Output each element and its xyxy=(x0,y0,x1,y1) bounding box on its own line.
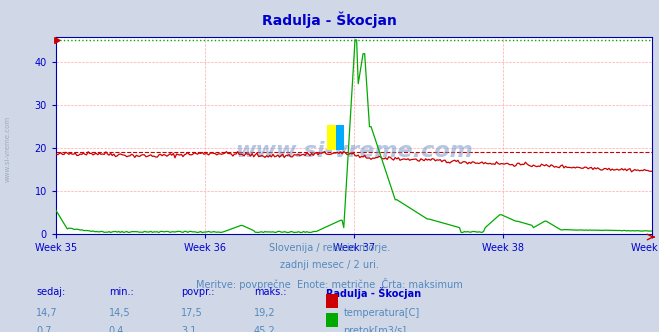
Text: maks.:: maks.: xyxy=(254,287,286,297)
Text: sedaj:: sedaj: xyxy=(36,287,65,297)
Text: www.si-vreme.com: www.si-vreme.com xyxy=(5,116,11,183)
Text: 14,7: 14,7 xyxy=(36,308,58,318)
Bar xyxy=(335,124,344,150)
Text: Meritve: povprečne  Enote: metrične  Črta: maksimum: Meritve: povprečne Enote: metrične Črta:… xyxy=(196,278,463,290)
Text: 19,2: 19,2 xyxy=(254,308,275,318)
Text: 45,2: 45,2 xyxy=(254,326,275,332)
Text: Slovenija / reke in morje.: Slovenija / reke in morje. xyxy=(269,243,390,253)
Text: 0,4: 0,4 xyxy=(109,326,124,332)
Text: www.si-vreme.com: www.si-vreme.com xyxy=(235,141,473,161)
Text: 17,5: 17,5 xyxy=(181,308,203,318)
Text: 14,5: 14,5 xyxy=(109,308,130,318)
Text: povpr.:: povpr.: xyxy=(181,287,215,297)
Bar xyxy=(328,124,335,150)
Text: Radulja - Škocjan: Radulja - Škocjan xyxy=(326,287,421,299)
Text: zadnji mesec / 2 uri.: zadnji mesec / 2 uri. xyxy=(280,260,379,270)
Text: min.:: min.: xyxy=(109,287,134,297)
Text: 3,1: 3,1 xyxy=(181,326,196,332)
Text: Radulja - Škocjan: Radulja - Škocjan xyxy=(262,12,397,28)
Text: pretok[m3/s]: pretok[m3/s] xyxy=(343,326,407,332)
Text: 0,7: 0,7 xyxy=(36,326,52,332)
Text: temperatura[C]: temperatura[C] xyxy=(343,308,420,318)
